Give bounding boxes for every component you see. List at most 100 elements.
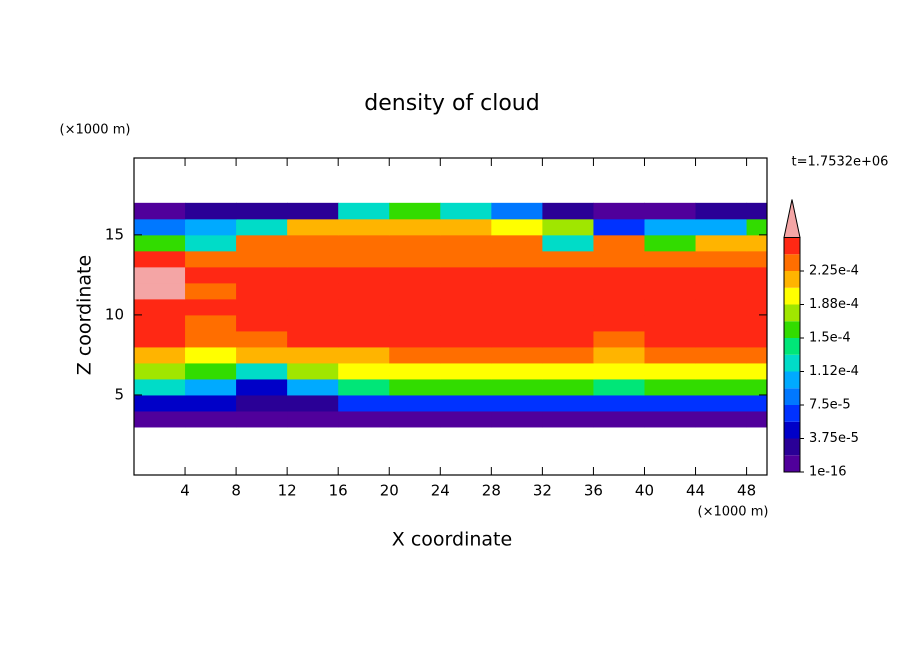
x-tick-label: 12 xyxy=(278,482,297,500)
contour-cell xyxy=(491,410,543,428)
contour-cell xyxy=(542,394,594,412)
contour-cell xyxy=(644,266,697,284)
chart-title: density of cloud xyxy=(364,91,539,116)
contour-cell xyxy=(338,346,390,364)
contour-cell xyxy=(389,298,441,316)
contour-cell xyxy=(746,362,767,380)
colorbar-tick-label: 1.5e-4 xyxy=(809,331,851,346)
contour-cell xyxy=(593,234,645,252)
colorbar-band xyxy=(784,287,800,305)
contour-cell xyxy=(746,234,767,252)
contour-cell xyxy=(338,282,390,300)
colorbar-band xyxy=(784,421,800,439)
contour-cell xyxy=(746,314,767,332)
contour-cell xyxy=(236,346,288,364)
contour-cell xyxy=(389,218,441,236)
contour-cell xyxy=(644,362,697,380)
contour-cell xyxy=(338,330,390,348)
contour-cell xyxy=(695,218,748,236)
x-axis-label: X coordinate xyxy=(392,529,512,551)
contour-cell xyxy=(491,234,543,252)
contour-cell xyxy=(338,314,390,332)
contour-cell xyxy=(746,218,767,236)
contour-cell xyxy=(440,314,492,332)
contour-cell xyxy=(695,266,748,284)
x-tick-label: 16 xyxy=(329,482,348,500)
y-tick-label: 10 xyxy=(105,305,124,323)
contour-cell xyxy=(542,378,594,396)
contour-cell xyxy=(287,234,339,252)
contour-cell xyxy=(440,378,492,396)
contour-cell xyxy=(338,394,390,412)
contour-cell xyxy=(695,298,748,316)
contour-cell xyxy=(236,282,288,300)
contour-cell xyxy=(440,362,492,380)
colorbar-tick-label: 1.12e-4 xyxy=(809,364,859,379)
contour-cell xyxy=(338,234,390,252)
contour-cell xyxy=(185,266,237,284)
contour-cell xyxy=(593,314,645,332)
contour-cell xyxy=(440,298,492,316)
contour-cell xyxy=(287,298,339,316)
contour-cell xyxy=(440,282,492,300)
contour-cell xyxy=(644,378,697,396)
contour-cell xyxy=(236,250,288,268)
colorbar-band xyxy=(784,388,800,405)
contour-cell xyxy=(593,282,645,300)
contour-cell xyxy=(746,202,767,220)
colorbar-band xyxy=(784,254,800,271)
colorbar-band xyxy=(784,271,800,288)
contour-cell xyxy=(644,282,697,300)
contour-cell xyxy=(440,394,492,412)
contour-cell xyxy=(491,298,543,316)
x-tick-label: 8 xyxy=(231,482,241,500)
colorbar-band xyxy=(784,321,800,338)
contour-cell xyxy=(134,250,186,268)
contour-cell xyxy=(644,250,697,268)
contour-cell xyxy=(338,250,390,268)
colorbar-tick-label: 7.5e-5 xyxy=(809,398,851,413)
contour-cell xyxy=(491,378,543,396)
contour-cell xyxy=(746,282,767,300)
y-unit: (×1000 m) xyxy=(60,123,131,138)
contour-cell xyxy=(389,202,441,220)
contour-cell xyxy=(134,202,186,220)
colorbar-band xyxy=(784,338,800,355)
contour-cell xyxy=(695,250,748,268)
contour-cell xyxy=(542,410,594,428)
contour-cell xyxy=(389,234,441,252)
x-tick-label: 36 xyxy=(584,482,603,500)
contour-cell xyxy=(134,378,186,396)
contour-cell xyxy=(134,266,186,284)
contour-cell xyxy=(542,202,594,220)
contour-cell xyxy=(236,266,288,284)
contour-cell xyxy=(338,202,390,220)
contour-cell xyxy=(440,250,492,268)
contour-cell xyxy=(542,330,594,348)
contour-cell xyxy=(491,250,543,268)
contour-cell xyxy=(542,314,594,332)
contour-cell xyxy=(287,202,339,220)
contour-cell xyxy=(695,346,748,364)
contour-cell xyxy=(542,282,594,300)
contour-cell xyxy=(644,394,697,412)
contour-cell xyxy=(185,330,237,348)
contour-cell xyxy=(389,282,441,300)
contour-cell xyxy=(338,378,390,396)
contour-cell xyxy=(185,202,237,220)
contour-cell xyxy=(134,394,186,412)
contour-cell xyxy=(185,218,237,236)
contour-cell xyxy=(644,330,697,348)
contour-cell xyxy=(185,378,237,396)
contour-cell xyxy=(593,378,645,396)
contour-cell xyxy=(287,218,339,236)
contour-cell xyxy=(236,314,288,332)
contour-cell xyxy=(236,378,288,396)
contour-cell xyxy=(644,234,697,252)
contour-cell xyxy=(542,362,594,380)
contour-cell xyxy=(746,378,767,396)
plot-frame xyxy=(133,157,768,476)
contour-cell xyxy=(695,314,748,332)
contour-cell xyxy=(491,330,543,348)
